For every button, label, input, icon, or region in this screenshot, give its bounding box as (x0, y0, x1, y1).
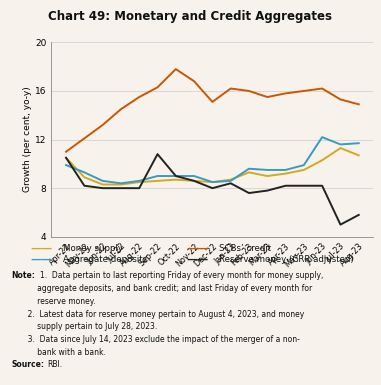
Text: bank with a bank.: bank with a bank. (11, 348, 106, 357)
Text: Aggregate deposits: Aggregate deposits (63, 255, 147, 264)
Text: Reserve money (CRR adjusted): Reserve money (CRR adjusted) (219, 255, 354, 264)
Text: aggregate deposits, and bank credit; and last Friday of every month for: aggregate deposits, and bank credit; and… (11, 284, 313, 293)
Text: Money supply: Money supply (63, 244, 123, 253)
Y-axis label: Growth (per cent, yo-y): Growth (per cent, yo-y) (23, 87, 32, 192)
Text: SCBs’ credit: SCBs’ credit (219, 244, 271, 253)
Text: 1.  Data pertain to last reporting Friday of every month for money supply,: 1. Data pertain to last reporting Friday… (40, 271, 323, 280)
Text: ——: —— (187, 255, 209, 265)
Text: Note:: Note: (11, 271, 35, 280)
Text: supply pertain to July 28, 2023.: supply pertain to July 28, 2023. (11, 322, 158, 331)
Text: 2.  Latest data for reserve money pertain to August 4, 2023, and money: 2. Latest data for reserve money pertain… (11, 310, 305, 318)
Text: ——: —— (187, 243, 209, 253)
Text: 3.  Data since July 14, 2023 exclude the impact of the merger of a non-: 3. Data since July 14, 2023 exclude the … (11, 335, 300, 344)
Text: Source:: Source: (11, 360, 45, 369)
Text: Chart 49: Monetary and Credit Aggregates: Chart 49: Monetary and Credit Aggregates (48, 10, 333, 23)
Text: ——: —— (30, 243, 53, 253)
Text: ——: —— (30, 255, 53, 265)
Text: RBI.: RBI. (47, 360, 62, 369)
Text: reserve money.: reserve money. (11, 297, 96, 306)
